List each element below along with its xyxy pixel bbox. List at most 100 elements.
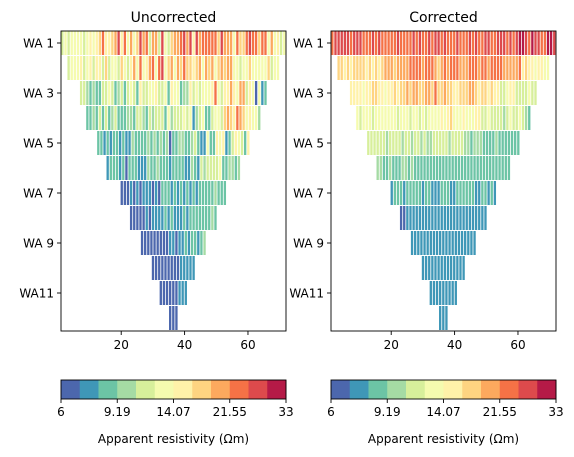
- data-cell: [111, 81, 114, 105]
- data-cell: [395, 156, 398, 180]
- data-cell: [381, 81, 384, 105]
- data-cell: [111, 56, 114, 80]
- data-cell: [129, 81, 133, 105]
- data-cell: [393, 81, 397, 105]
- colorbar-tick-label: 33: [548, 405, 563, 419]
- data-cell: [89, 106, 92, 130]
- data-cell: [109, 156, 112, 180]
- data-cell: [465, 181, 468, 205]
- data-cell: [161, 56, 164, 80]
- data-cell: [387, 81, 390, 105]
- data-cell: [195, 31, 198, 55]
- data-cell: [114, 106, 117, 130]
- data-cell: [164, 56, 167, 80]
- data-cell: [122, 131, 125, 155]
- data-cell: [473, 131, 476, 155]
- data-cell: [95, 31, 98, 55]
- data-cell: [415, 31, 418, 55]
- data-cell: [211, 56, 214, 80]
- colorbar-segment: [267, 380, 287, 399]
- data-cell: [456, 206, 459, 230]
- data-cell: [83, 81, 86, 105]
- data-cell: [273, 56, 277, 80]
- data-cell: [248, 31, 252, 55]
- data-cell: [490, 81, 493, 105]
- colorbar-segment: [117, 380, 137, 399]
- data-cell: [493, 181, 497, 205]
- data-cell: [396, 31, 400, 55]
- data-cell: [515, 106, 518, 130]
- data-cell: [264, 56, 267, 80]
- data-cell: [471, 31, 475, 55]
- data-cell: [220, 181, 223, 205]
- data-cell: [459, 56, 462, 80]
- data-cell: [219, 156, 222, 180]
- data-cell: [240, 131, 244, 155]
- data-cell: [417, 156, 420, 180]
- data-cell: [359, 81, 362, 105]
- data-cell: [407, 156, 411, 180]
- data-cell: [214, 106, 217, 130]
- data-cell: [170, 181, 173, 205]
- colorbar-segment: [537, 380, 557, 399]
- data-cell: [446, 106, 450, 130]
- data-cell: [201, 31, 205, 55]
- data-cell: [134, 156, 137, 180]
- data-cell: [374, 81, 378, 105]
- data-cell: [198, 31, 202, 55]
- data-cell: [457, 156, 461, 180]
- data-cell: [125, 156, 128, 180]
- data-cell: [258, 56, 261, 80]
- axes-frame: [60, 30, 287, 332]
- data-cell: [139, 206, 142, 230]
- data-cell: [176, 206, 180, 230]
- data-cell: [156, 231, 159, 255]
- data-cell: [104, 56, 108, 80]
- data-cell: [100, 131, 103, 155]
- data-cell: [524, 56, 528, 80]
- data-cell: [112, 131, 116, 155]
- data-cell: [440, 106, 443, 130]
- data-cell: [151, 106, 155, 130]
- data-cell: [399, 31, 403, 55]
- data-cell: [431, 106, 434, 130]
- data-cell: [169, 131, 172, 155]
- data-cell: [368, 81, 372, 105]
- colorbar-segment: [61, 380, 81, 399]
- data-cell: [86, 106, 89, 130]
- data-cell: [258, 31, 261, 55]
- data-cell: [92, 81, 95, 105]
- data-cell: [367, 131, 370, 155]
- data-cell: [189, 256, 192, 280]
- data-cell: [421, 206, 425, 230]
- data-cell: [162, 131, 166, 155]
- data-cell: [431, 206, 434, 230]
- data-cell: [406, 31, 409, 55]
- data-cell: [504, 156, 507, 180]
- data-cell: [446, 206, 450, 230]
- data-cell: [123, 56, 127, 80]
- data-cell: [129, 181, 133, 205]
- data-cell: [496, 106, 500, 130]
- colorbar-tick-label: 9.19: [104, 405, 131, 419]
- data-cell: [267, 56, 270, 80]
- data-cell: [236, 31, 239, 55]
- data-cell: [123, 31, 127, 55]
- colorbar-segment: [98, 380, 118, 399]
- data-cell: [158, 56, 161, 80]
- data-cell: [95, 81, 98, 105]
- data-cell: [448, 231, 451, 255]
- data-cell: [183, 31, 186, 55]
- colorbar-segment: [331, 380, 351, 399]
- data-cell: [79, 56, 83, 80]
- data-cell: [374, 31, 378, 55]
- data-cell: [164, 181, 167, 205]
- data-cell: [421, 56, 425, 80]
- data-cell: [264, 81, 267, 105]
- data-cell: [418, 31, 422, 55]
- data-cell: [117, 106, 120, 130]
- data-cell: [189, 206, 192, 230]
- data-cell: [204, 206, 208, 230]
- data-cell: [167, 256, 170, 280]
- data-cell: [495, 131, 498, 155]
